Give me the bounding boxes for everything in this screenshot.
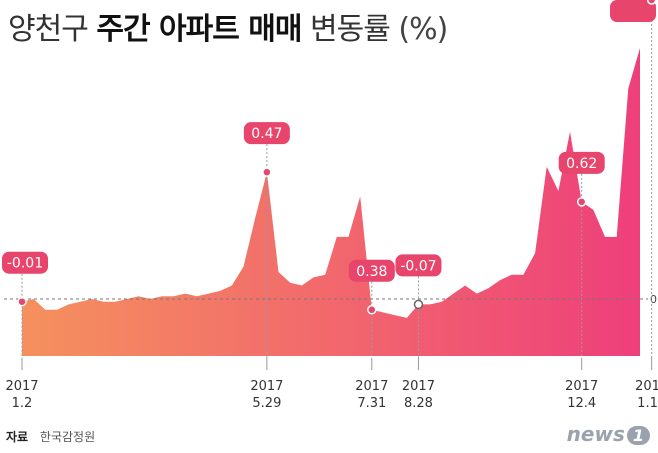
callout-marker — [576, 197, 587, 207]
callout-label: 0.38 — [356, 264, 387, 280]
callout-bubble — [348, 259, 395, 282]
x-tick-year: 2017 — [355, 379, 388, 394]
callout-bubble — [558, 151, 605, 174]
callout-bubble — [610, 0, 656, 22]
callout-marker — [17, 296, 27, 307]
callout-bubble — [2, 251, 48, 274]
callout-bubble — [395, 254, 442, 277]
x-tick-date: 1.15 — [637, 396, 658, 411]
callout-marker — [646, 0, 657, 5]
logo-badge: 1 — [626, 426, 650, 445]
x-tick-date: 7.31 — [357, 396, 386, 411]
x-tick-year: 2017 — [5, 379, 38, 394]
callout-bubble — [243, 122, 290, 145]
x-tick-year: 2017 — [402, 379, 435, 394]
news1-logo: news 1 — [567, 422, 650, 446]
source-value: 한국감정원 — [39, 430, 96, 444]
title-metric: 변동률 — [310, 12, 391, 47]
title-unit: (%) — [398, 12, 448, 47]
x-tick-date: 8.28 — [404, 396, 433, 411]
source-note: 자료 한국감정원 — [6, 428, 95, 445]
x-tick-year: 2017 — [250, 379, 283, 394]
zero-label: 0 — [650, 293, 657, 306]
x-tick-year: 2018 — [635, 379, 658, 394]
callout-marker — [262, 167, 272, 177]
callout-label: 0.62 — [566, 156, 597, 172]
callout-marker — [367, 305, 377, 315]
area-series — [22, 48, 640, 356]
x-tick-date: 1.2 — [12, 396, 33, 411]
logo-text: news — [566, 422, 625, 446]
x-tick-year: 2017 — [565, 379, 598, 394]
callout-label: -0.07 — [400, 258, 436, 274]
x-tick-date: 5.29 — [252, 396, 281, 411]
chart-title: 양천구 주간 아파트 매매 변동률 (%) — [8, 4, 448, 48]
title-region: 양천구 — [8, 12, 89, 47]
callout-label: -0.01 — [7, 256, 43, 272]
callout-label: 0.47 — [251, 126, 282, 142]
source-label: 자료 — [6, 430, 29, 444]
title-main: 주간 아파트 매매 — [96, 12, 302, 47]
callout-marker — [413, 299, 424, 310]
x-tick-date: 12.4 — [567, 396, 596, 411]
callout-label: 0.93 — [617, 0, 648, 4]
